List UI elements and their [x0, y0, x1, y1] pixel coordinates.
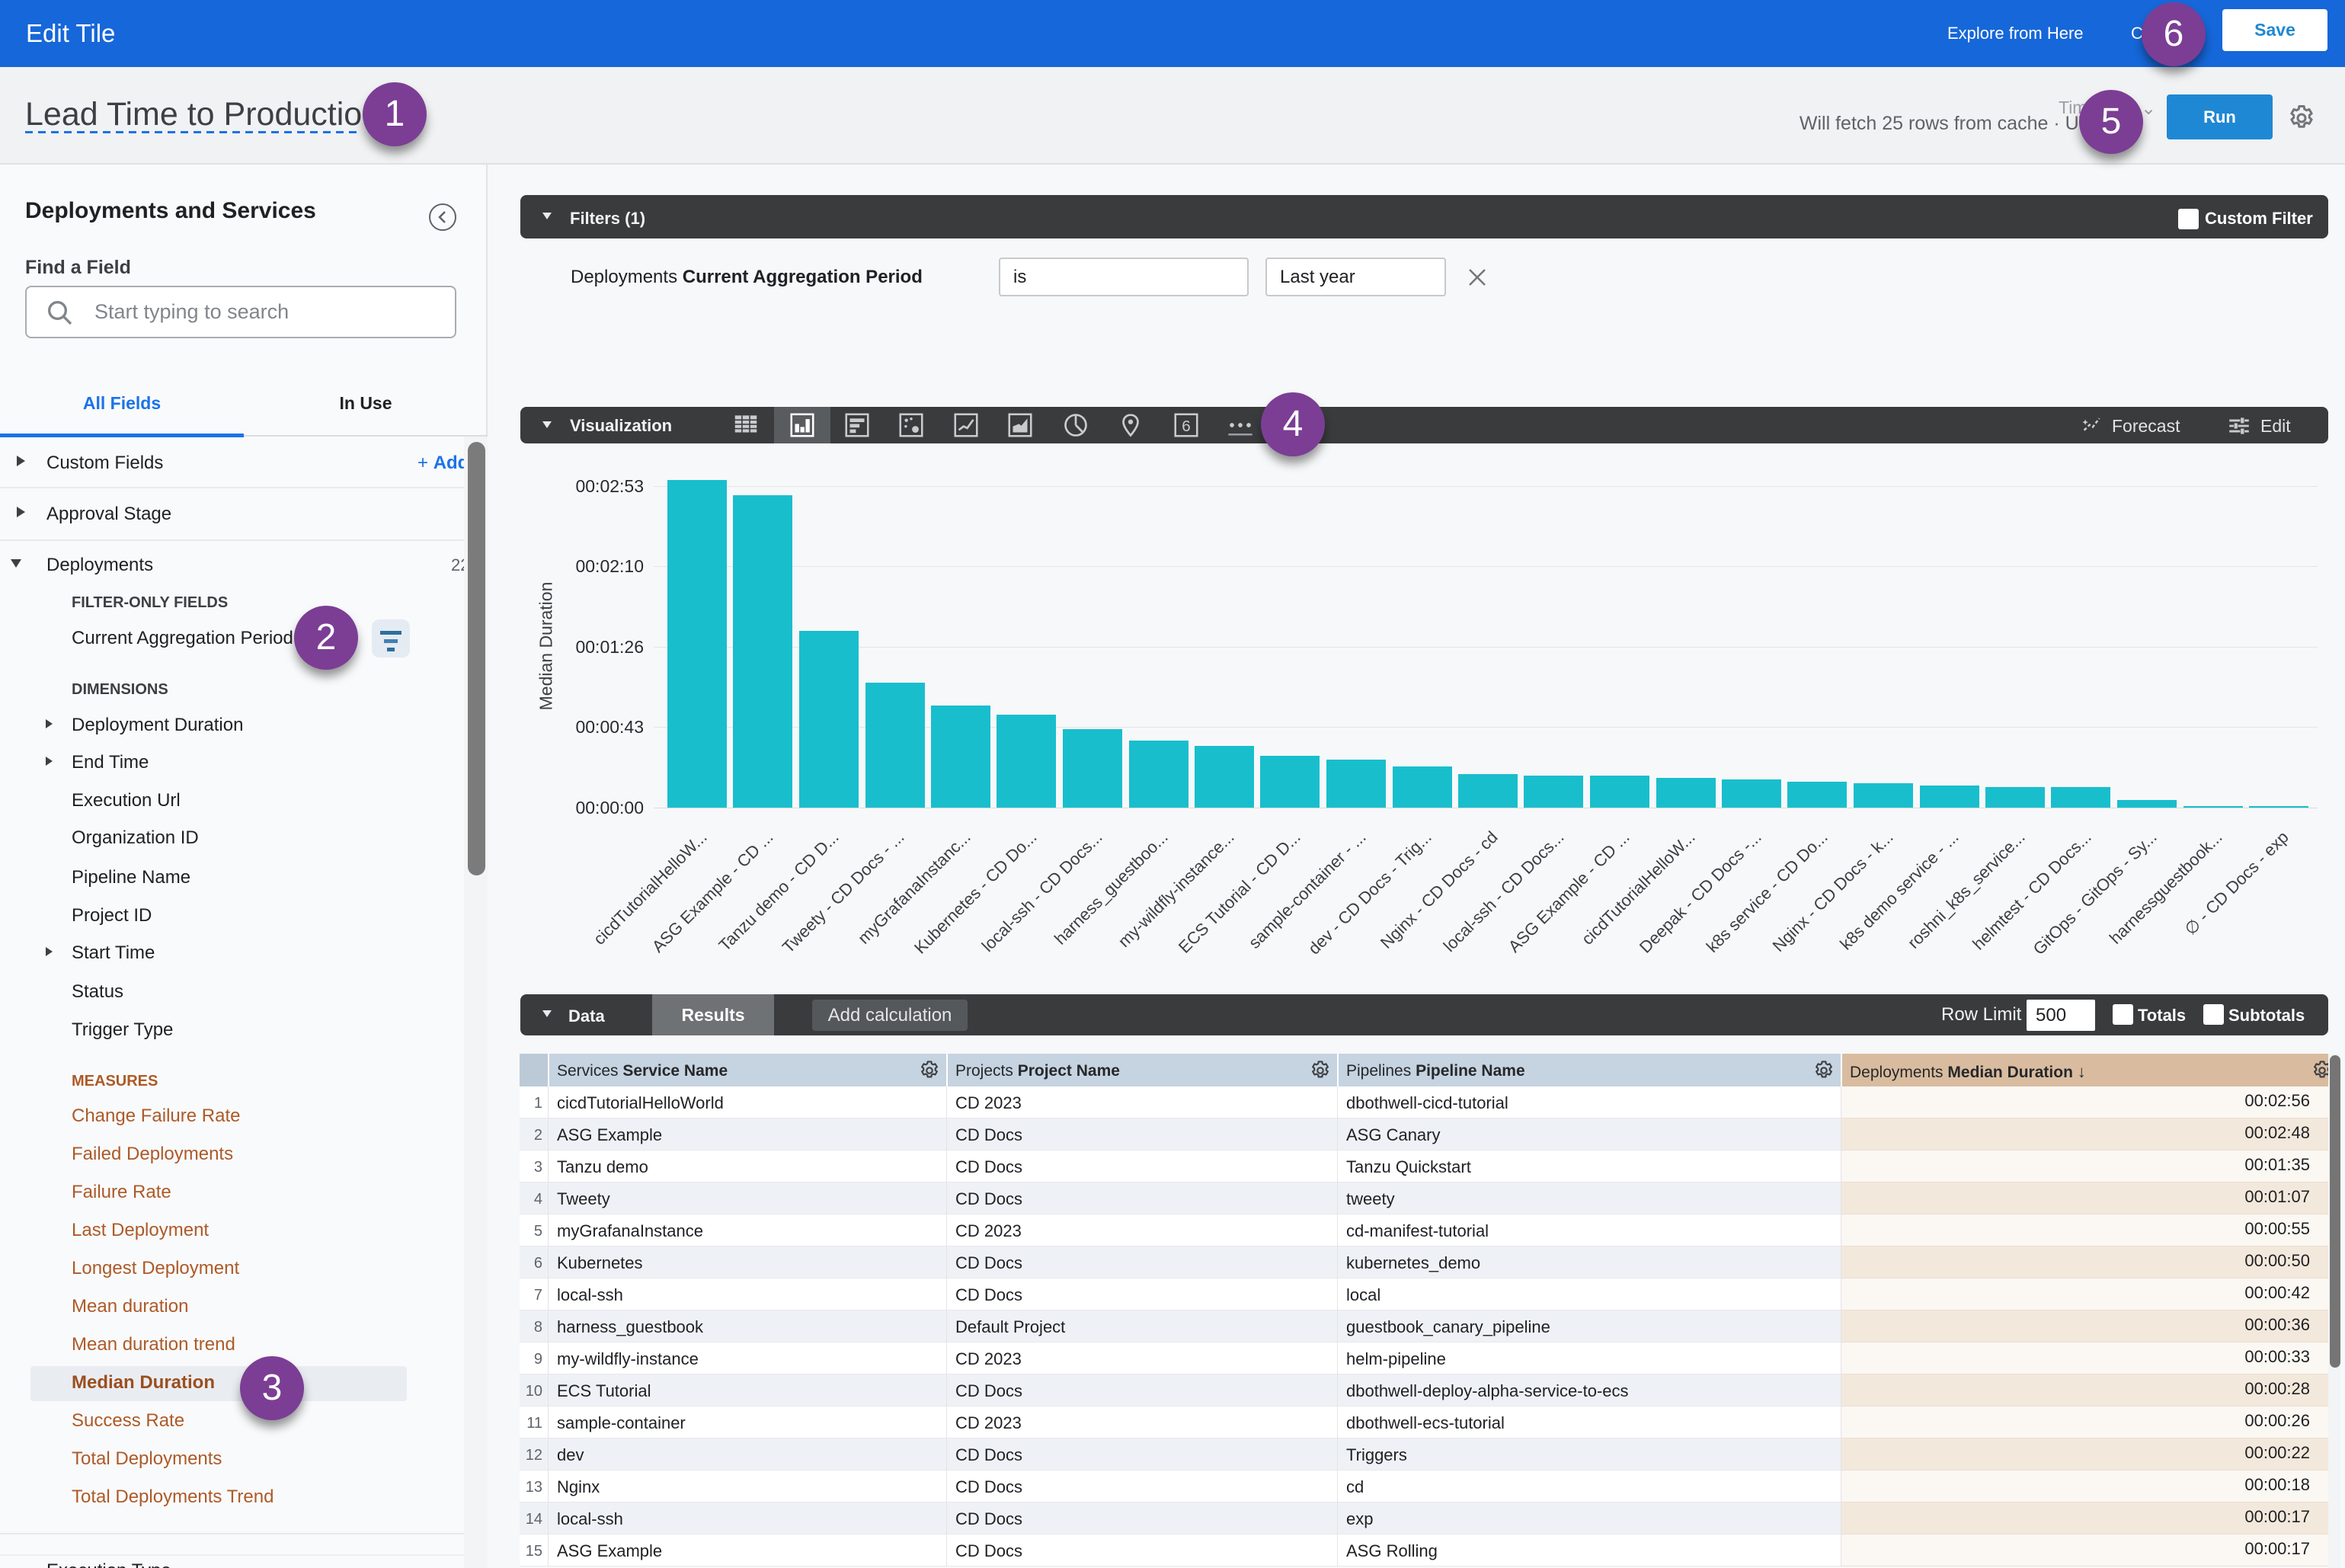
svg-text:6: 6	[1182, 418, 1190, 435]
